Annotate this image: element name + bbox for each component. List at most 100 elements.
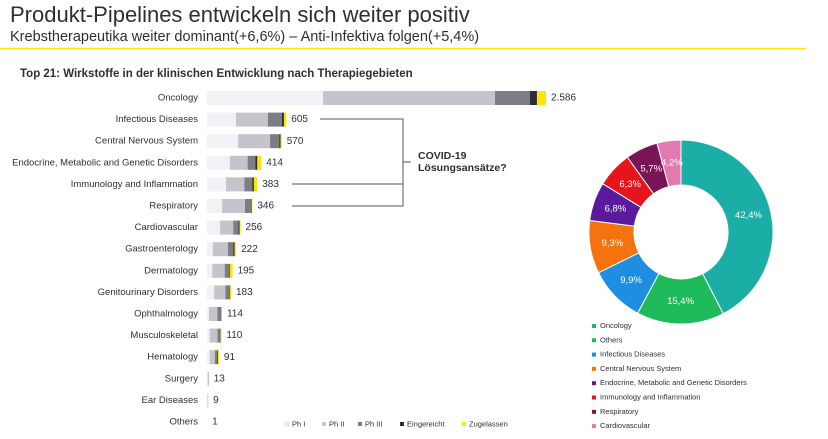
bar-segment: [207, 220, 221, 235]
total-label: 91: [224, 352, 236, 363]
bar-segment: [214, 350, 218, 365]
donut-slice: [680, 139, 774, 315]
legend-swatch: [592, 381, 596, 386]
bar-segment: [255, 155, 258, 170]
legend-label: Oncology: [600, 321, 632, 330]
bar-segment: [270, 134, 280, 149]
legend-swatch: [592, 324, 596, 328]
bar-segment: [207, 134, 239, 149]
bar-segment: [207, 350, 210, 365]
bar-segment: [238, 220, 240, 235]
total-label: 195: [238, 265, 255, 276]
category-label: Respiratory: [149, 201, 198, 212]
bar-segment: [220, 307, 222, 321]
bar-segment: [536, 91, 546, 105]
total-label: 256: [246, 222, 263, 233]
bar-segment: [229, 285, 230, 300]
bar-segment: [495, 91, 531, 105]
annotation-bracket: [292, 118, 411, 207]
total-label: 414: [266, 157, 283, 168]
bar-segment: [233, 220, 239, 235]
legend-label: Central Nervous System: [600, 364, 681, 373]
bar-segment: [238, 134, 271, 149]
bar-segment: [227, 242, 234, 257]
bar-segment: [226, 177, 245, 192]
slice-label: 9,9%: [620, 275, 642, 286]
slice-label: 6,8%: [605, 203, 627, 214]
legend-swatch: [284, 421, 290, 427]
slice-label: 6,3%: [619, 179, 641, 190]
legend-label: Infectious Diseases: [600, 350, 665, 359]
category-label: Musculoskeletal: [130, 330, 198, 341]
bar-segment: [217, 328, 221, 343]
bar-segment: [280, 134, 282, 149]
category-label: Endocrine, Metabolic and Genetic Disorde…: [12, 157, 198, 168]
total-label: 9: [213, 395, 219, 406]
bar-segment: [247, 155, 256, 170]
bar-segment: [207, 285, 215, 300]
bar-segment: [207, 263, 213, 278]
total-label: 110: [226, 330, 242, 341]
category-label: Infectious Diseases: [116, 114, 199, 125]
bar-segment: [233, 242, 235, 257]
total-label: 222: [241, 244, 258, 255]
category-label: Others: [169, 417, 198, 428]
annotation: Lösungsansätze?: [418, 162, 507, 174]
category-label: Gastroenterology: [125, 244, 198, 255]
category-label: Hematology: [147, 352, 198, 363]
legend-label: Zugelassen: [469, 419, 508, 428]
legend-label: Ph I: [292, 419, 305, 428]
slice-label: 15,4%: [667, 296, 694, 307]
legend-swatch: [592, 409, 596, 414]
bar-segment: [279, 134, 281, 149]
legend-swatch: [592, 352, 596, 357]
legend-swatch: [358, 422, 362, 426]
bar-segment: [250, 199, 252, 213]
legend-label: Cardiovascular: [600, 421, 651, 430]
total-label: 13: [214, 373, 226, 384]
legend-label: Endocrine, Metabolic and Genetic Disorde…: [600, 378, 747, 387]
bar-segment: [220, 328, 222, 343]
bar-segment: [220, 220, 234, 235]
bar-segment: [207, 371, 209, 386]
bar-segment: [281, 112, 284, 127]
bar-segment: [207, 155, 230, 170]
slice-label: 4,2%: [661, 158, 683, 169]
bar-segment: [217, 350, 219, 365]
bar-segment: [235, 112, 268, 127]
bar-segment: [207, 242, 213, 257]
bar-segment: [224, 263, 230, 278]
total-label: 1: [212, 417, 218, 428]
donut-slice: [656, 139, 682, 188]
bar-segment: [207, 328, 210, 343]
slice-label: 42,4%: [735, 210, 762, 221]
bar-segment: [530, 91, 537, 105]
total-label: 114: [227, 309, 243, 320]
bar-segment: [209, 350, 215, 365]
subtitle: Krebstherapeutika weiter dominant(+6,6%)…: [10, 29, 479, 45]
chart-title: Top 21: Wirkstoffe in der klinischen Ent…: [20, 68, 413, 80]
legend-label: Others: [600, 335, 623, 344]
category-label: Genitourinary Disorders: [98, 287, 199, 298]
total-label: 346: [257, 201, 274, 212]
total-label: 183: [236, 287, 253, 298]
bar-segment: [208, 307, 218, 321]
legend-swatch: [462, 422, 466, 426]
bar-segment: [222, 199, 246, 213]
total-label: 383: [262, 179, 279, 190]
bar-segment: [257, 155, 262, 170]
legend-swatch: [400, 422, 404, 426]
bar-segment: [229, 155, 248, 170]
bar-segment: [245, 199, 251, 213]
annotation: COVID-19: [418, 150, 467, 162]
bar-segment: [229, 263, 233, 278]
category-label: Ear Diseases: [142, 395, 199, 406]
bar-segment: [283, 112, 287, 127]
bar-segment: [207, 393, 208, 408]
bar-segment: [212, 263, 225, 278]
bar-segment: [244, 177, 253, 192]
bar-segment: [212, 242, 228, 257]
bar-segment: [207, 307, 209, 321]
bar-segment: [217, 307, 221, 321]
bar-segment: [267, 112, 282, 127]
